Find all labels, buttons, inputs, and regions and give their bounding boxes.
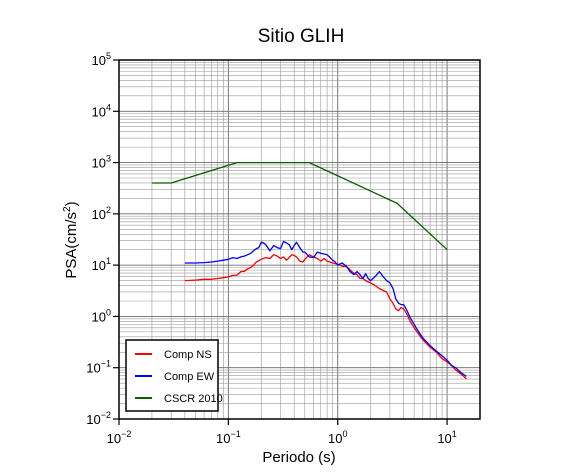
y-tick-label-base: 10 <box>92 309 106 324</box>
y-tick-label-base: 10 <box>92 207 106 222</box>
y-tick-label-base: 10 <box>92 258 106 273</box>
legend-label: CSCR 2010 <box>164 393 223 405</box>
x-tick-label: 10−2 <box>107 429 132 446</box>
series-line-2 <box>151 161 448 251</box>
x-tick-label-exponent: −1 <box>230 429 240 439</box>
x-tick-label: 10−1 <box>216 429 241 446</box>
y-tick-label: 105 <box>92 51 111 68</box>
y-tick-label-exponent: −1 <box>101 359 111 369</box>
y-tick-label-base: 10 <box>92 53 106 68</box>
y-tick-label: 104 <box>92 102 111 119</box>
legend: Comp NS Comp EW CSCR 2010 <box>125 339 223 412</box>
y-axis-label-base: PSA(cm/s <box>63 212 80 279</box>
y-axis-label: PSA(cm/s2) <box>62 201 80 278</box>
x-tick-label: 100 <box>328 429 347 446</box>
y-axis-label-close: ) <box>63 201 80 206</box>
y-tick-label-exponent: −2 <box>101 410 111 420</box>
y-tick-label: 10−2 <box>86 410 111 427</box>
series-line-1 <box>184 240 467 377</box>
series-line-0 <box>184 254 467 380</box>
y-tick-label-exponent: 2 <box>106 205 111 215</box>
x-tick-label-base: 10 <box>107 431 121 446</box>
x-tick-label-exponent: 0 <box>342 429 347 439</box>
y-tick-label-base: 10 <box>86 361 100 376</box>
y-tick-label-exponent: 3 <box>106 154 111 164</box>
x-tick-label-base: 10 <box>437 431 451 446</box>
y-tick-label: 101 <box>92 256 111 273</box>
tick-marks <box>113 59 448 425</box>
legend-label: Comp EW <box>164 371 215 383</box>
x-tick-label-exponent: −2 <box>121 429 131 439</box>
x-axis-label: Periodo (s) <box>262 449 335 466</box>
y-tick-label: 103 <box>92 154 111 171</box>
plot-area-frame <box>118 59 481 420</box>
x-tick-label-base: 10 <box>328 431 342 446</box>
x-tick-label-exponent: 1 <box>452 429 457 439</box>
x-tick-labels: 10−2 10−1 100 101 <box>107 429 457 446</box>
y-tick-label-base: 10 <box>86 412 100 427</box>
y-tick-label-exponent: 1 <box>106 256 111 266</box>
legend-items: Comp NS Comp EW CSCR 2010 <box>135 349 223 405</box>
y-tick-label: 10−1 <box>86 359 111 376</box>
y-tick-label: 100 <box>92 307 111 324</box>
series-lines <box>151 161 467 380</box>
y-tick-label: 102 <box>92 205 111 222</box>
y-tick-label-base: 10 <box>92 104 106 119</box>
x-tick-label: 101 <box>437 429 456 446</box>
chart-title: Sitio GLIH <box>258 26 345 47</box>
y-tick-label-exponent: 5 <box>106 51 111 61</box>
legend-label: Comp NS <box>164 349 212 361</box>
y-tick-label-exponent: 0 <box>106 307 111 317</box>
x-tick-label-base: 10 <box>216 431 230 446</box>
y-tick-label-base: 10 <box>92 156 106 171</box>
y-axis-label-sup: 2 <box>62 206 73 212</box>
y-tick-label-exponent: 4 <box>106 102 111 112</box>
